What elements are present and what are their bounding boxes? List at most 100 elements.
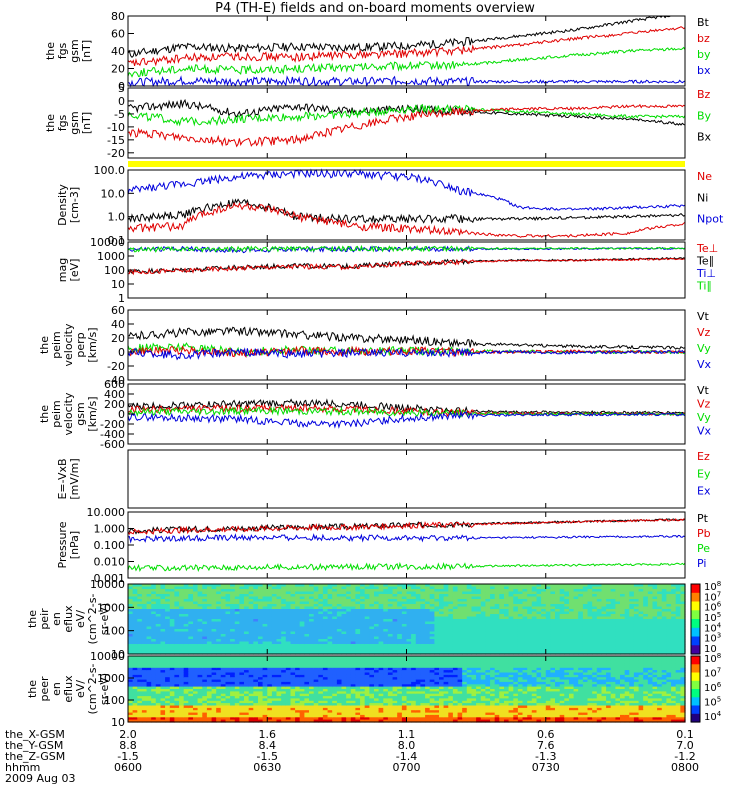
y-axis-label: sr-eV): [98, 603, 111, 635]
data-quality-bar: [128, 161, 685, 167]
colorbar-segment: [691, 627, 700, 638]
axis-row-label: hhmm: [5, 761, 41, 774]
legend-Ne: Ne: [697, 170, 712, 183]
axis-row-value: 7.0: [676, 739, 694, 752]
y-axis-label: eflux: [62, 605, 75, 633]
y-tick-label: -10: [107, 121, 125, 134]
y-axis-label: the: [44, 114, 57, 132]
y-tick-label: 1000: [97, 250, 125, 263]
colorbar-exponent: 4: [717, 621, 722, 629]
series-line-Te∥: [127, 257, 686, 275]
axis-row-value: 0.6: [537, 728, 555, 741]
y-tick-label: 80: [111, 10, 125, 23]
axis-row-value: 8.4: [258, 739, 277, 752]
y-axis-label: the: [26, 680, 39, 698]
series-line-Npot: [127, 168, 686, 211]
y-axis-label: en: [50, 612, 63, 626]
legend-Ex: Ex: [697, 485, 711, 498]
series-line-Pb: [127, 518, 686, 536]
y-axis-label: E=-VxB: [56, 458, 69, 499]
y-tick-label: -20: [107, 147, 125, 160]
legend-Ti∥: Ti∥: [696, 280, 712, 293]
legend-Pt: Pt: [697, 512, 709, 525]
colorbar-exponent: 7: [717, 590, 721, 598]
y-tick-label: -400: [100, 428, 125, 441]
y-axis-label: gsm: [74, 402, 87, 425]
axis-row-value: 7.6: [537, 739, 555, 752]
y-axis-label: [eV]: [68, 259, 81, 282]
y-tick-label: -600: [100, 438, 125, 451]
y-axis-label: eV/: [74, 680, 87, 698]
y-tick-label: 0: [118, 95, 125, 108]
y-axis-label: fgs: [56, 114, 69, 131]
colorbar-exponent: 7: [717, 667, 721, 675]
series-line-Te⊥: [127, 257, 686, 276]
axis-row-value: 8.0: [397, 739, 416, 752]
colorbar-label: 106: [704, 681, 722, 694]
colorbar-exponent: 4: [717, 710, 722, 718]
y-axis-label: mag: [56, 258, 69, 282]
y-tick-label: 10: [111, 716, 125, 729]
legend-Vt: Vt: [697, 310, 710, 323]
y-tick-label: 10000: [90, 236, 125, 249]
y-tick-label: -40: [107, 374, 125, 387]
y-axis-label: [nT]: [80, 40, 93, 62]
axis-row-value: -1.5: [256, 750, 278, 763]
y-tick-label: 1.0: [108, 211, 126, 224]
series-line-bz: [127, 26, 686, 67]
y-tick-label: 100: [104, 625, 125, 638]
legend-By: By: [697, 109, 712, 122]
y-tick-label: 600: [104, 378, 125, 391]
y-tick-label: 0.100: [94, 539, 126, 552]
legend-bx: bx: [697, 64, 711, 77]
y-tick-label: 10.0: [101, 187, 126, 200]
y-axis-label: perp: [74, 332, 87, 357]
y-tick-label: 100: [104, 264, 125, 277]
legend-Te⊥: Te⊥: [696, 242, 718, 255]
series-line-Pi: [127, 533, 686, 544]
series-line-Bt: [127, 15, 685, 59]
colorbar-segment: [691, 672, 700, 682]
y-tick-label: 0.1: [108, 234, 126, 247]
colorbar-label: 10: [704, 644, 717, 655]
y-tick-label: 60: [111, 304, 125, 317]
axis-row-label: the_Z-GSM: [5, 750, 66, 763]
colorbar-label: 104: [704, 710, 722, 723]
y-tick-label: 0: [118, 408, 125, 421]
panel-efield: E=-VxB [mV/m] Ez Ey Ex: [56, 449, 711, 509]
colorbar-segment: [691, 645, 700, 655]
colorbar-segment: [691, 713, 700, 723]
y-axis-label: gsm: [68, 111, 81, 134]
y-tick-label: 100: [104, 694, 125, 707]
y-tick-label: 60: [111, 28, 125, 41]
y-axis-label: en: [50, 682, 63, 696]
y-tick-label: -15: [107, 134, 125, 147]
colorbar-segment: [691, 680, 700, 690]
axis-row-value: -1.2: [674, 750, 696, 763]
y-tick-label: 0: [118, 346, 125, 359]
colorbar-segment: [691, 601, 700, 611]
legend-bz: bz: [697, 32, 710, 45]
y-axis-label: (cm^2-s-: [86, 594, 99, 645]
legend-Pb: Pb: [697, 527, 711, 540]
y-tick-label: 0: [118, 80, 125, 93]
legend-Ni: Ni: [697, 191, 708, 204]
axis-row-value: -1.4: [395, 750, 418, 763]
legend-Ey: Ey: [697, 467, 711, 480]
colorbar-segment: [691, 610, 700, 620]
colorbar-label: 105: [704, 696, 721, 709]
panel-frame: [127, 87, 686, 159]
axis-row-value: 0.1: [676, 728, 694, 741]
y-tick-label: 10: [111, 278, 125, 291]
y-axis-label: peim: [50, 331, 63, 359]
y-axis-label: the: [26, 610, 39, 628]
y-axis-label: eflux: [62, 675, 75, 703]
y-axis-label: Density: [56, 184, 69, 226]
legend-Vx: Vx: [697, 358, 712, 371]
y-axis-label: (cm^2-s-: [86, 664, 99, 715]
y-tick-label: 1: [118, 292, 125, 305]
